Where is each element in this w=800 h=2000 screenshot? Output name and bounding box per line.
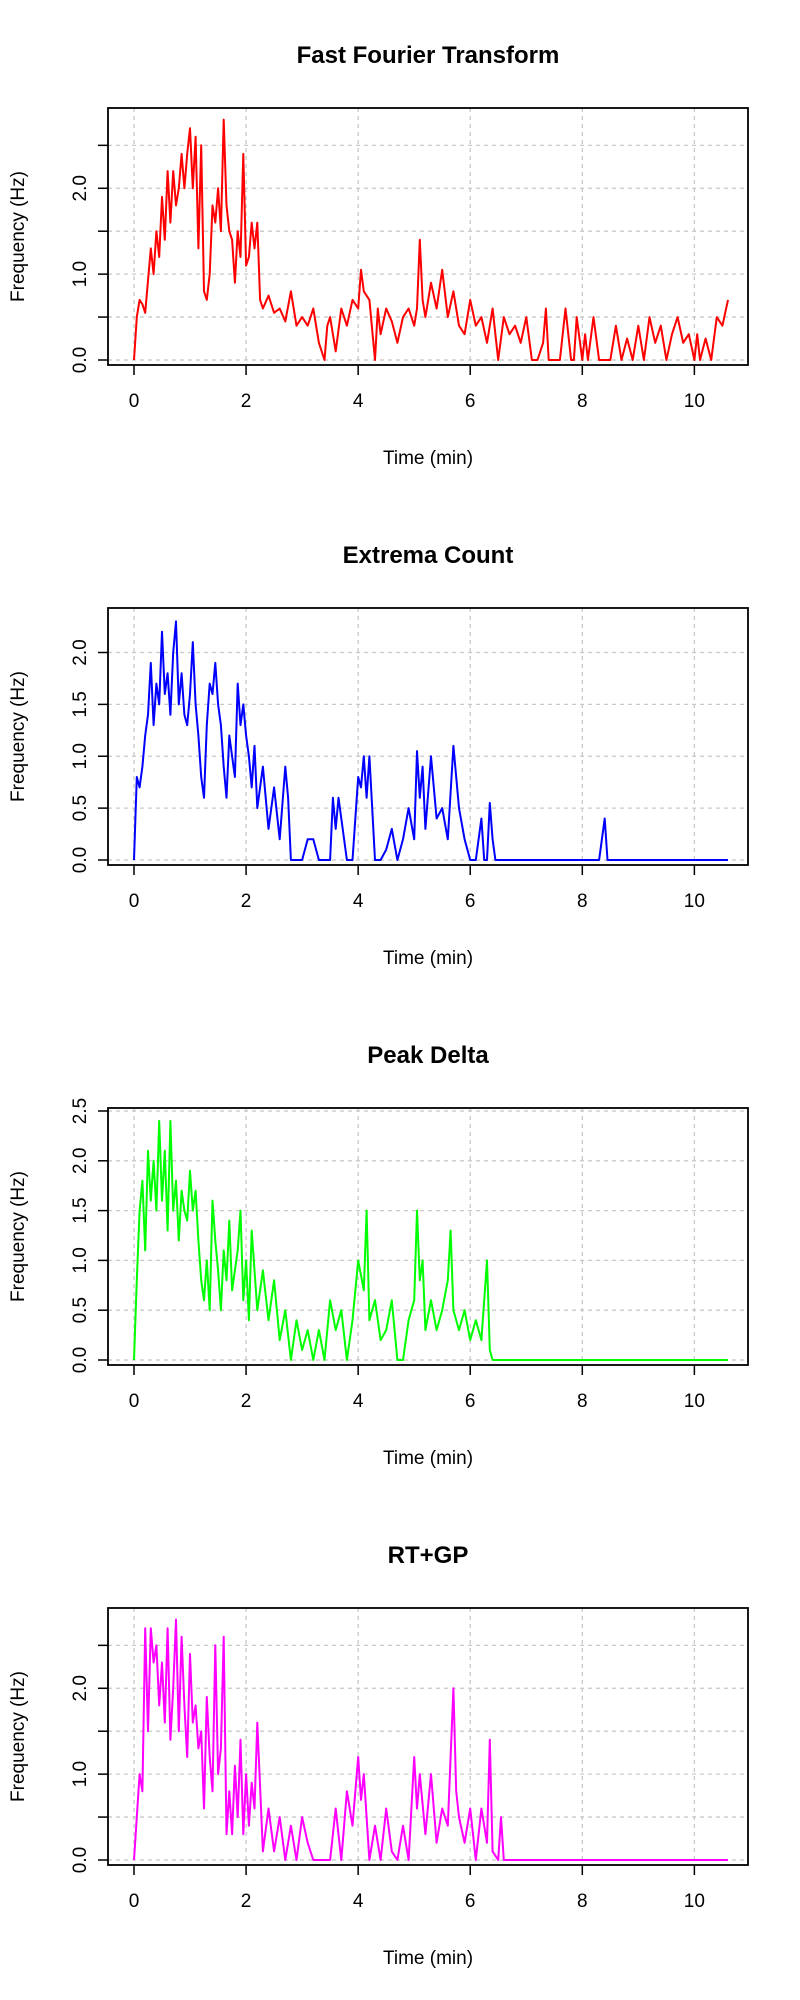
chart-title: Fast Fourier Transform (297, 42, 560, 69)
x-axis-label: Time (min) (383, 1448, 473, 1469)
x-tick-label: 10 (684, 391, 705, 412)
y-tick-label: 1.5 (70, 691, 91, 717)
y-tick-label: 2.0 (70, 1675, 91, 1701)
x-tick-label: 8 (577, 1891, 588, 1912)
x-axis-label: Time (min) (383, 948, 473, 969)
y-tick-label: 2.0 (70, 639, 91, 665)
x-tick-label: 10 (684, 1891, 705, 1912)
x-tick-label: 2 (241, 891, 252, 912)
x-tick-label: 8 (577, 891, 588, 912)
y-axis-label: Frequency (Hz) (8, 671, 29, 802)
x-tick-label: 6 (465, 391, 476, 412)
y-tick-label: 0.0 (70, 1847, 91, 1873)
chart-title: RT+GP (388, 1542, 469, 1569)
plot-frame (107, 107, 749, 366)
x-tick-label: 0 (129, 891, 140, 912)
series-line (133, 1618, 728, 1861)
plot-frame (107, 1107, 749, 1366)
series-line (133, 118, 729, 361)
y-tick-label: 0.5 (70, 795, 91, 821)
y-tick-label: 2.0 (70, 1148, 91, 1174)
chart-panel-extrema-count: 0 2 4 6 8 10 0.0 0.5 1.0 1.5 2.0 Extrema Count Time … (0, 500, 800, 1000)
y-axis-label: Frequency (Hz) (8, 1671, 29, 1802)
y-tick-label: 0.0 (70, 1347, 91, 1373)
x-tick-label: 4 (353, 891, 364, 912)
x-tick-label: 0 (129, 391, 140, 412)
y-tick-label: 1.0 (70, 1247, 91, 1273)
chart-svg: 0 2 4 6 8 10 0.0 0.5 1.0 1.5 2.0 2.5 Peak Delta Time … (8, 1042, 749, 1469)
y-tick-label: 1.0 (70, 1761, 91, 1787)
x-tick-label: 6 (465, 1391, 476, 1412)
y-tick-label: 0.0 (70, 847, 91, 873)
x-tick-label: 0 (129, 1891, 140, 1912)
y-tick-label: 0.5 (70, 1297, 91, 1323)
chart-panel-peak-delta: 0 2 4 6 8 10 0.0 0.5 1.0 1.5 2.0 2.5 Peak Delta Time … (0, 1000, 800, 1500)
series-line (133, 1120, 728, 1361)
y-tick-label: 1.0 (70, 261, 91, 287)
x-tick-label: 10 (684, 1391, 705, 1412)
chart-panel-rt-gp: 0 2 4 6 8 10 0.0 1.0 2.0 RT+GP Time (min) Frequency… (0, 1500, 800, 2000)
x-tick-label: 6 (465, 1891, 476, 1912)
x-tick-label: 2 (241, 1891, 252, 1912)
x-tick-label: 10 (684, 891, 705, 912)
series-line (133, 620, 728, 861)
y-axis-label: Frequency (Hz) (8, 171, 29, 302)
x-tick-label: 4 (353, 391, 364, 412)
x-tick-label: 8 (577, 391, 588, 412)
x-tick-label: 8 (577, 1391, 588, 1412)
y-tick-label: 1.0 (70, 743, 91, 769)
y-tick-label: 2.5 (70, 1098, 91, 1124)
chart-svg: 0 2 4 6 8 10 0.0 1.0 2.0 RT+GP Time (min) Frequency… (8, 1542, 749, 1969)
x-axis-label: Time (min) (383, 1948, 473, 1969)
x-axis-label: Time (min) (383, 448, 473, 469)
x-tick-label: 4 (353, 1391, 364, 1412)
x-tick-label: 6 (465, 891, 476, 912)
chart-svg: 0 2 4 6 8 10 0.0 1.0 2.0 Fast Fourier Transform Ti… (8, 42, 749, 469)
x-tick-label: 4 (353, 1891, 364, 1912)
chart-svg: 0 2 4 6 8 10 0.0 0.5 1.0 1.5 2.0 Extrema Count Time … (8, 542, 749, 969)
plot-frame (107, 1607, 749, 1866)
chart-panel-fft: 0 2 4 6 8 10 0.0 1.0 2.0 Fast Fourier Transform Ti… (0, 0, 800, 500)
plot-frame (107, 607, 749, 866)
x-tick-label: 2 (241, 1391, 252, 1412)
y-tick-label: 1.5 (70, 1197, 91, 1223)
y-tick-label: 2.0 (70, 175, 91, 201)
chart-title: Peak Delta (367, 1042, 489, 1069)
chart-title: Extrema Count (343, 542, 514, 569)
x-tick-label: 2 (241, 391, 252, 412)
x-tick-label: 0 (129, 1391, 140, 1412)
y-axis-label: Frequency (Hz) (8, 1171, 29, 1302)
y-tick-label: 0.0 (70, 347, 91, 373)
